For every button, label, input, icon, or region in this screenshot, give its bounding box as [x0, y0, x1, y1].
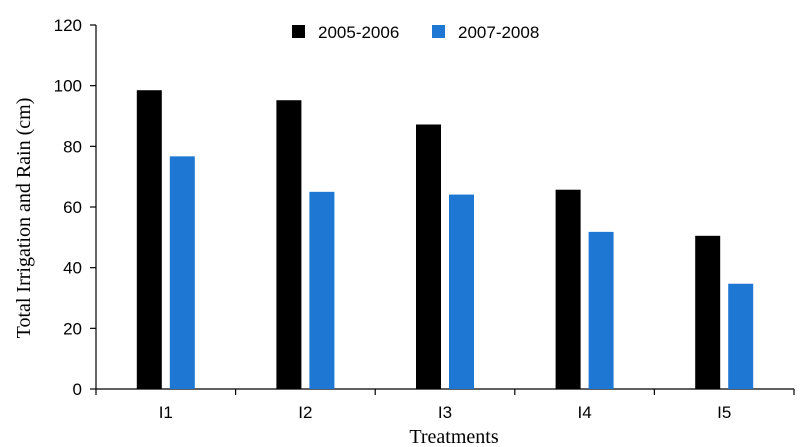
bar-2007-2008-I2: [309, 191, 335, 389]
bar-2005-2006-I3: [416, 124, 441, 389]
y-tick-label: 120: [54, 16, 82, 35]
y-tick-label: 60: [63, 198, 82, 217]
x-tick-label: I3: [438, 403, 452, 422]
bar-2005-2006-I5: [695, 235, 721, 389]
legend: 2005-2006 2007-2008: [292, 23, 539, 42]
x-tick-label: I4: [578, 403, 592, 422]
bar-2007-2008-I3: [449, 194, 474, 389]
legend-label: 2007-2008: [458, 23, 539, 42]
legend-swatch: [432, 25, 445, 38]
x-tick-label: I5: [717, 403, 731, 422]
bar-2005-2006-I4: [555, 189, 581, 389]
bar-2007-2008-I5: [728, 283, 754, 389]
y-axis: 0 20 40 60 80 100 120: [54, 16, 97, 399]
bar-2007-2008-I4: [588, 231, 614, 389]
y-tick-label: 0: [73, 380, 82, 399]
x-axis: I1 I2 I3 I4 I5: [95, 388, 795, 422]
x-tick-label: I2: [298, 403, 312, 422]
y-tick-label: 80: [63, 137, 82, 156]
bars: [136, 90, 754, 389]
y-tick-label: 100: [54, 77, 82, 96]
bar-2005-2006-I1: [136, 90, 162, 389]
x-axis-title: Treatments: [409, 426, 498, 447]
bar-2007-2008-I1: [169, 156, 195, 389]
y-axis-title: Total Irrigation and Rain (cm): [13, 98, 35, 339]
y-tick-label: 20: [63, 319, 82, 338]
legend-label: 2005-2006: [318, 23, 399, 42]
legend-swatch: [292, 25, 305, 38]
y-tick-label: 40: [63, 259, 82, 278]
x-tick-label: I1: [159, 403, 173, 422]
bar-2005-2006-I2: [276, 100, 302, 389]
